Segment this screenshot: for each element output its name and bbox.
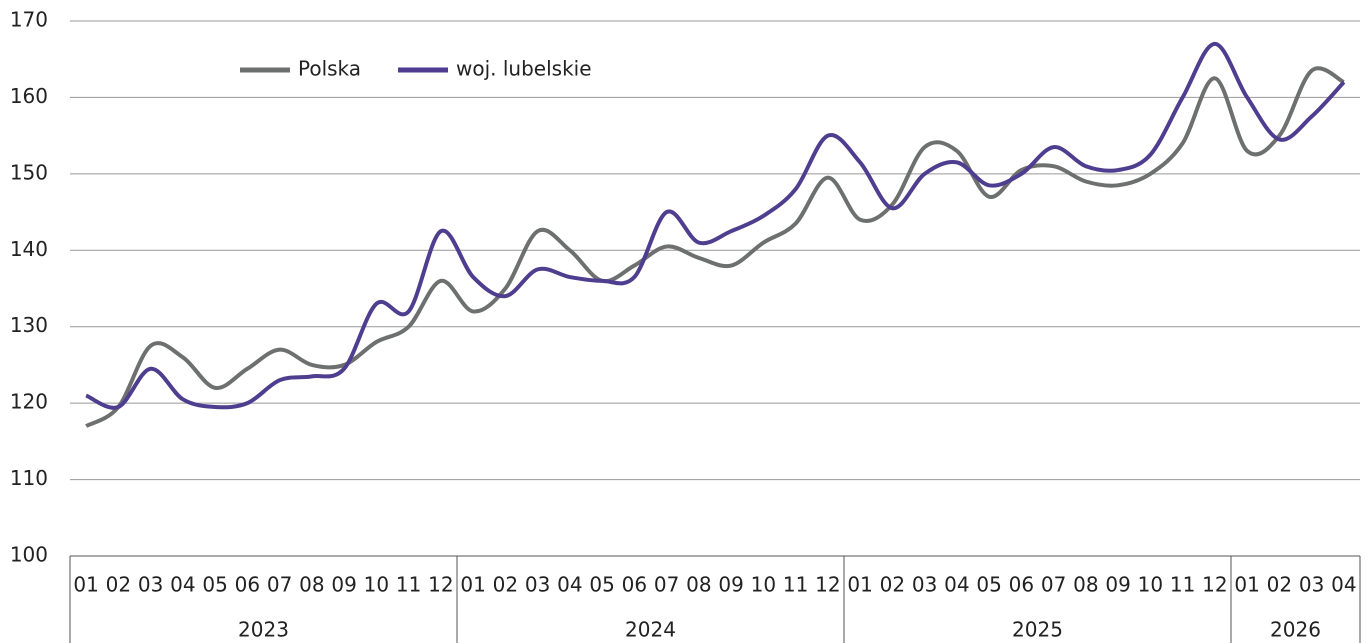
y-tick-label: 150 [10,160,48,184]
y-tick-label: 170 [10,8,48,32]
x-tick-label: 02 [1267,573,1292,597]
y-tick-label: 110 [10,466,48,490]
x-tick-label: 08 [1073,573,1098,597]
y-tick-label: 140 [10,237,48,261]
x-group-label: 2026 [1270,618,1321,642]
x-tick-label: 09 [331,573,356,597]
x-tick-label: 06 [1009,573,1034,597]
series-line [85,41,1346,410]
x-tick-label: 04 [170,573,195,597]
x-tick-label: 10 [1138,573,1163,597]
x-tick-label: 08 [299,573,324,597]
x-tick-label: 03 [138,573,163,597]
x-tick-label: 05 [589,573,614,597]
x-tick-label: 03 [912,573,937,597]
x-tick-label: 02 [106,573,131,597]
x-tick-label: 07 [654,573,679,597]
x-tick-label: 02 [880,573,905,597]
x-tick-label: 06 [235,573,260,597]
x-tick-label: 12 [428,573,453,597]
x-tick-label: 12 [815,573,840,597]
x-tick-label: 03 [525,573,550,597]
y-tick-label: 160 [10,84,48,108]
x-tick-label: 06 [622,573,647,597]
x-tick-label: 11 [396,573,421,597]
x-group-label: 2025 [1012,618,1063,642]
x-tick-label: 09 [718,573,743,597]
x-tick-label: 10 [751,573,776,597]
x-group-label: 2024 [625,618,676,642]
x-tick-label: 07 [1041,573,1066,597]
x-tick-label: 01 [73,573,98,597]
x-tick-label: 05 [202,573,227,597]
x-tick-label: 05 [976,573,1001,597]
series-line [85,66,1345,428]
x-tick-label: 07 [267,573,292,597]
x-tick-label: 01 [460,573,485,597]
legend-label: Polska [298,57,361,81]
x-tick-label: 08 [686,573,711,597]
x-tick-label: 11 [1170,573,1195,597]
y-tick-label: 130 [10,313,48,337]
x-tick-label: 04 [944,573,969,597]
x-tick-label: 04 [557,573,582,597]
x-tick-label: 01 [1234,573,1259,597]
x-group-label: 2023 [238,618,289,642]
y-tick-label: 100 [10,543,48,567]
y-tick-label: 120 [10,390,48,414]
x-tick-label: 01 [847,573,872,597]
legend-label: woj. lubelskie [456,57,592,81]
x-tick-label: 12 [1202,573,1227,597]
x-tick-label: 02 [493,573,518,597]
x-tick-label: 03 [1299,573,1324,597]
x-tick-label: 09 [1105,573,1130,597]
x-tick-label: 10 [364,573,389,597]
x-tick-label: 11 [783,573,808,597]
x-tick-label: 04 [1331,573,1356,597]
